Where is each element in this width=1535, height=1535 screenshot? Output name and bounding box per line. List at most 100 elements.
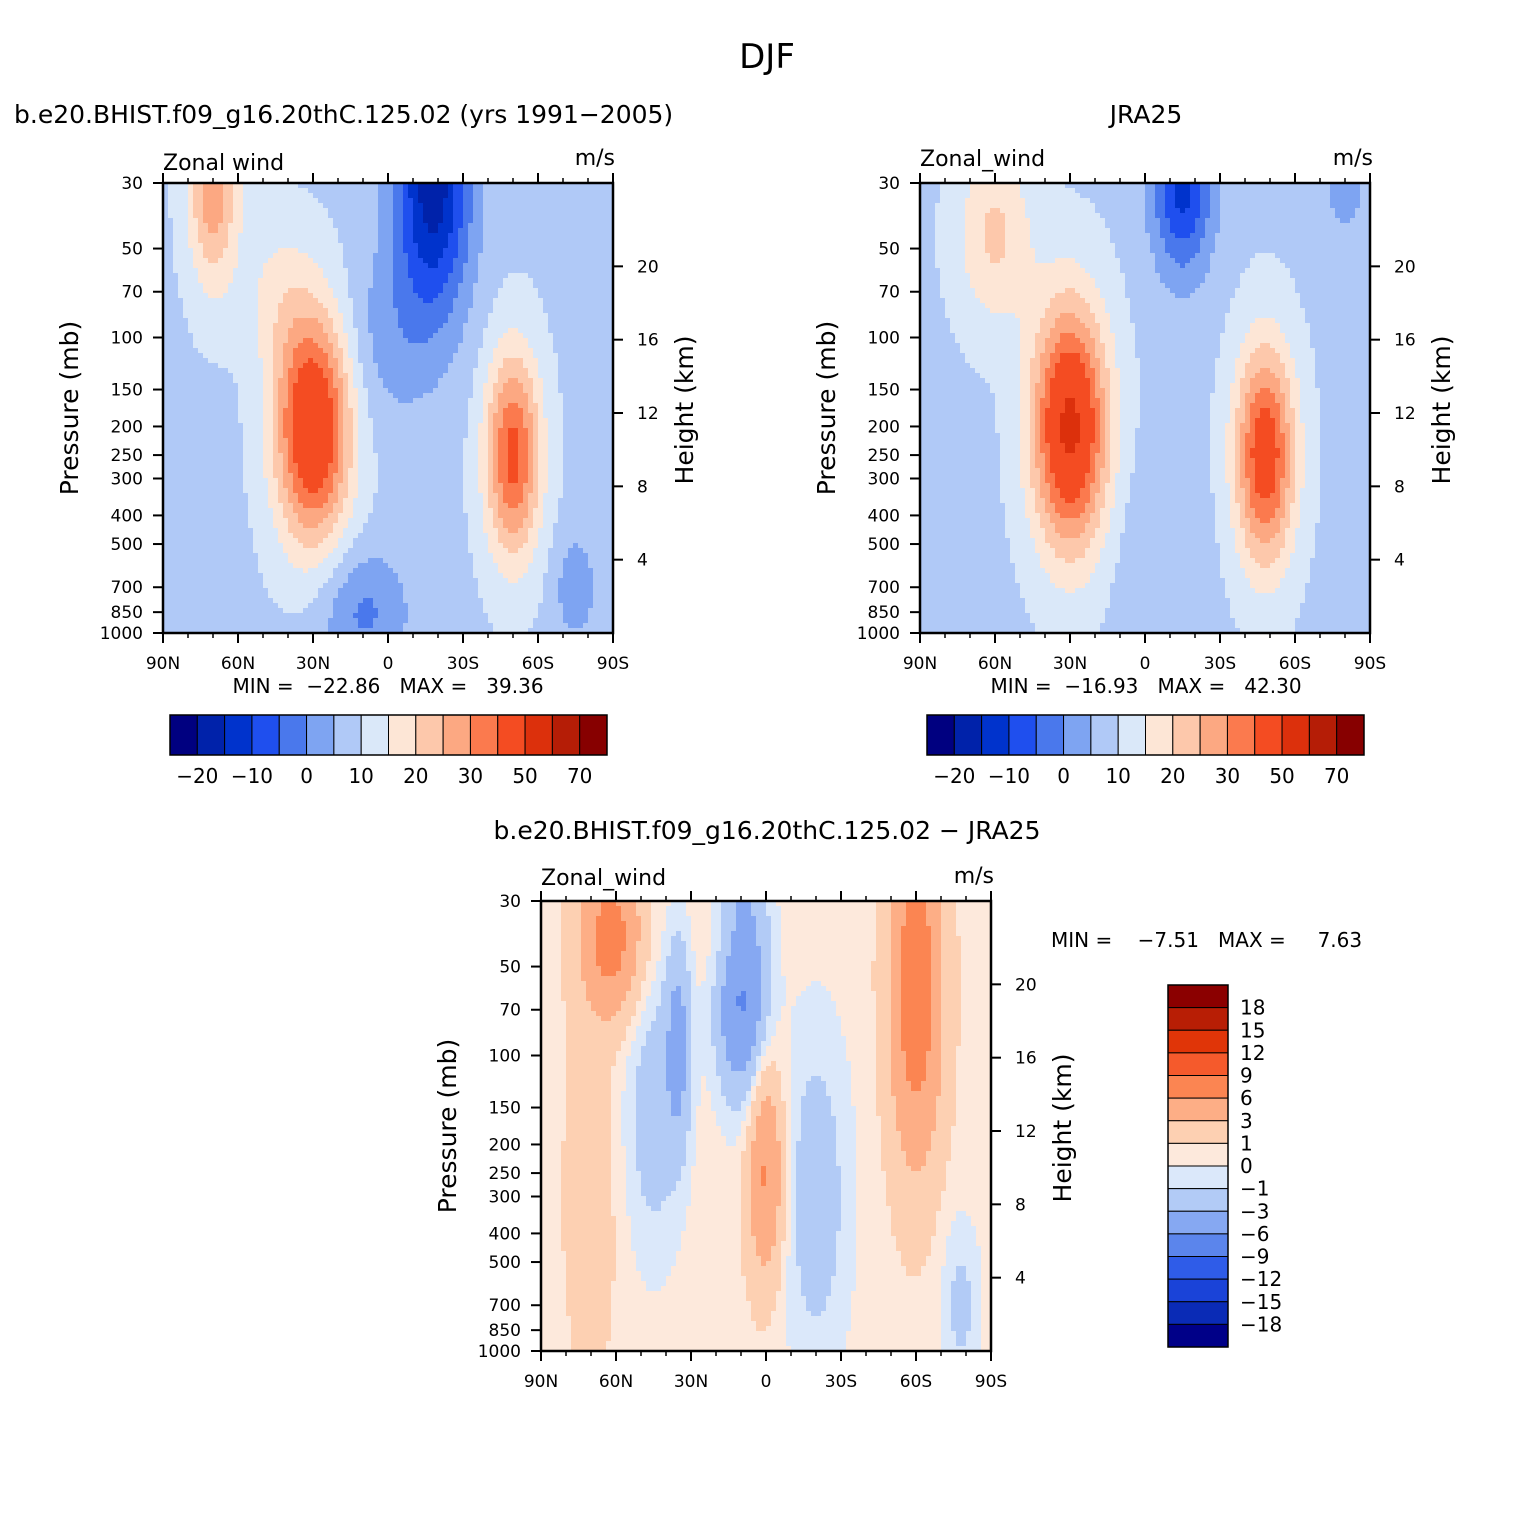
heatmap-cell (178, 258, 184, 264)
heatmap-cell (588, 188, 594, 194)
heatmap-cell (253, 253, 259, 259)
heatmap-cell (518, 368, 524, 374)
heatmap-cell (598, 383, 604, 389)
heatmap-cell (433, 218, 439, 224)
heatmap-cell (298, 238, 304, 244)
heatmap-cell (293, 273, 299, 279)
heatmap-cell (573, 358, 579, 364)
heatmap-cell (313, 433, 319, 439)
heatmap-cell (188, 208, 194, 214)
heatmap-cell (513, 188, 519, 194)
heatmap-cell (308, 353, 314, 359)
heatmap-cell (478, 393, 484, 399)
heatmap-cell (328, 393, 334, 399)
heatmap-cell (328, 273, 334, 279)
heatmap-cell (568, 233, 574, 239)
heatmap-cell (388, 448, 394, 454)
heatmap-cell (293, 293, 299, 299)
heatmap-cell (413, 368, 419, 374)
heatmap-cell (453, 343, 459, 349)
heatmap-cell (218, 398, 224, 404)
heatmap-cell (478, 408, 484, 414)
heatmap-cell (463, 273, 469, 279)
heatmap-cell (388, 238, 394, 244)
heatmap-cell (223, 383, 229, 389)
heatmap-cell (273, 333, 279, 339)
heatmap-cell (258, 218, 264, 224)
heatmap-cell (383, 263, 389, 269)
heatmap-cell (268, 198, 274, 204)
heatmap-cell (293, 298, 299, 304)
heatmap-cell (173, 308, 179, 314)
heatmap-cell (508, 208, 514, 214)
heatmap-cell (178, 443, 184, 449)
heatmap-cell (573, 398, 579, 404)
heatmap-cell (433, 258, 439, 264)
heatmap-cell (598, 428, 604, 434)
heatmap-cell (293, 258, 299, 264)
heatmap-cell (293, 263, 299, 269)
heatmap-cell (173, 388, 179, 394)
heatmap-cell (478, 453, 484, 459)
heatmap-cell (223, 428, 229, 434)
heatmap-cell (463, 413, 469, 419)
heatmap-cell (428, 448, 434, 454)
heatmap-cell (213, 203, 219, 209)
heatmap-cell (248, 453, 254, 459)
heatmap-cell (338, 378, 344, 384)
heatmap-cell (288, 418, 294, 424)
heatmap-cell (548, 258, 554, 264)
heatmap-cell (578, 213, 584, 219)
heatmap-cell (348, 213, 354, 219)
heatmap-cell (288, 373, 294, 379)
heatmap-cell (458, 308, 464, 314)
heatmap-cell (533, 278, 539, 284)
heatmap-cell (593, 223, 599, 229)
heatmap-cell (208, 363, 214, 369)
heatmap-cell (513, 313, 519, 319)
heatmap-cell (243, 198, 249, 204)
heatmap-cell (263, 238, 269, 244)
heatmap-cell (408, 283, 414, 289)
heatmap-cell (248, 243, 254, 249)
heatmap-cell (213, 423, 219, 429)
heatmap-cell (213, 238, 219, 244)
heatmap-cell (263, 218, 269, 224)
heatmap-cell (543, 328, 549, 334)
heatmap-cell (563, 363, 569, 369)
heatmap-cell (263, 353, 269, 359)
heatmap-cell (468, 413, 474, 419)
heatmap-cell (398, 428, 404, 434)
heatmap-cell (298, 353, 304, 359)
heatmap-cell (203, 258, 209, 264)
heatmap-cell (238, 373, 244, 379)
heatmap-cell (383, 388, 389, 394)
heatmap-cell (368, 278, 374, 284)
heatmap-cell (563, 313, 569, 319)
heatmap-cell (463, 353, 469, 359)
heatmap-cell (588, 388, 594, 394)
heatmap-cell (308, 343, 314, 349)
heatmap-cell (183, 438, 189, 444)
heatmap-cell (443, 283, 449, 289)
heatmap-cell (428, 213, 434, 219)
heatmap-cell (458, 263, 464, 269)
heatmap-cell (398, 283, 404, 289)
heatmap-cell (253, 308, 259, 314)
heatmap-cell (388, 358, 394, 364)
heatmap-cell (353, 188, 359, 194)
heatmap-cell (223, 323, 229, 329)
heatmap-cell (558, 323, 564, 329)
heatmap-cell (513, 448, 519, 454)
heatmap-cell (273, 403, 279, 409)
heatmap-cell (433, 248, 439, 254)
heatmap-cell (318, 358, 324, 364)
heatmap-cell (333, 403, 339, 409)
heatmap-cell (498, 193, 504, 199)
heatmap-cell (548, 308, 554, 314)
heatmap-cell (248, 303, 254, 309)
heatmap-cell (353, 203, 359, 209)
heatmap-cell (473, 413, 479, 419)
heatmap-cell (373, 343, 379, 349)
heatmap-cell (563, 303, 569, 309)
